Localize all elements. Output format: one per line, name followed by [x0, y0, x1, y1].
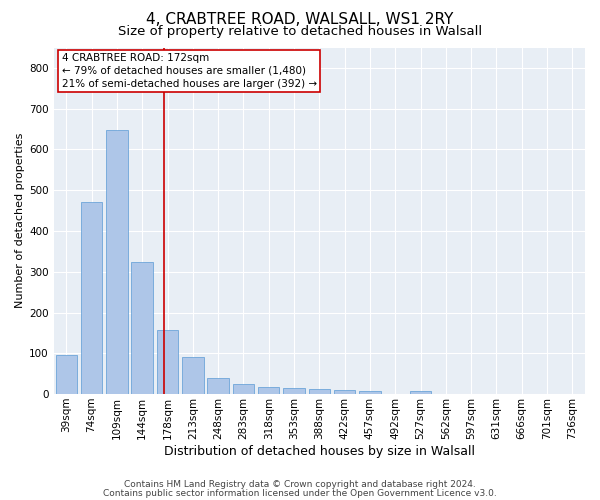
Bar — [359, 391, 380, 394]
Bar — [258, 386, 280, 394]
Text: 4, CRABTREE ROAD, WALSALL, WS1 2RY: 4, CRABTREE ROAD, WALSALL, WS1 2RY — [146, 12, 454, 28]
Text: Size of property relative to detached houses in Walsall: Size of property relative to detached ho… — [118, 25, 482, 38]
Bar — [410, 391, 431, 394]
Bar — [157, 330, 178, 394]
Y-axis label: Number of detached properties: Number of detached properties — [15, 133, 25, 308]
Bar — [308, 388, 330, 394]
Bar — [208, 378, 229, 394]
Bar — [56, 356, 77, 394]
Bar — [283, 388, 305, 394]
Bar — [182, 356, 203, 394]
Text: Contains public sector information licensed under the Open Government Licence v3: Contains public sector information licen… — [103, 488, 497, 498]
Bar — [334, 390, 355, 394]
X-axis label: Distribution of detached houses by size in Walsall: Distribution of detached houses by size … — [164, 444, 475, 458]
Text: 4 CRABTREE ROAD: 172sqm
← 79% of detached houses are smaller (1,480)
21% of semi: 4 CRABTREE ROAD: 172sqm ← 79% of detache… — [62, 52, 317, 89]
Bar — [233, 384, 254, 394]
Bar — [81, 202, 103, 394]
Bar — [131, 262, 153, 394]
Bar — [106, 130, 128, 394]
Text: Contains HM Land Registry data © Crown copyright and database right 2024.: Contains HM Land Registry data © Crown c… — [124, 480, 476, 489]
